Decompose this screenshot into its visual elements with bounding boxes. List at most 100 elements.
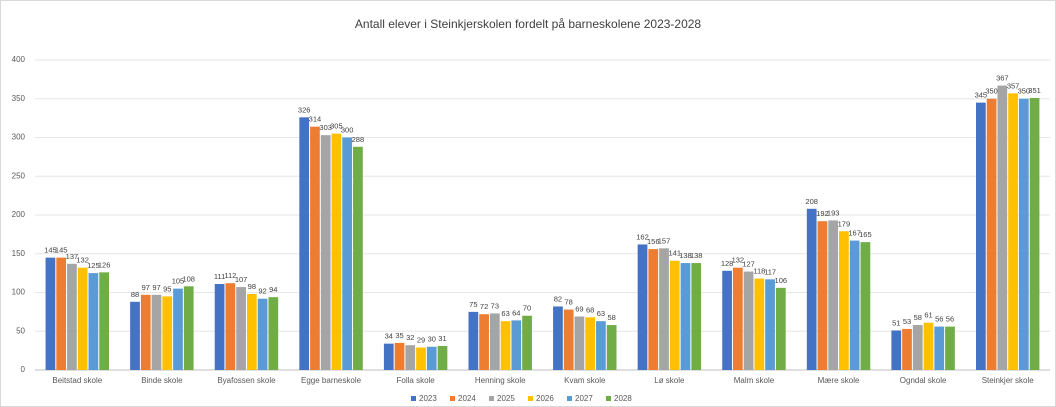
bar	[923, 322, 934, 370]
bar	[997, 85, 1008, 370]
data-label: 112	[224, 271, 236, 280]
bar	[596, 321, 606, 370]
bar	[77, 267, 88, 370]
bar	[394, 342, 405, 370]
data-label: 303	[319, 123, 332, 132]
data-label: 58	[914, 313, 922, 322]
data-label: 75	[469, 300, 477, 309]
legend-swatch	[606, 396, 611, 401]
bar	[902, 328, 912, 370]
bar	[765, 279, 775, 370]
data-label: 30	[428, 335, 436, 344]
data-label: 345	[975, 91, 988, 100]
data-label: 68	[586, 305, 594, 314]
data-label: 69	[575, 305, 583, 314]
bar	[45, 257, 56, 370]
bar	[585, 317, 596, 370]
x-tick-label: Mære skole	[818, 376, 860, 385]
bar	[912, 325, 923, 370]
data-label: 367	[996, 74, 1009, 83]
y-tick-label: 100	[12, 288, 26, 297]
data-label: 125	[87, 261, 100, 270]
data-label: 145	[44, 246, 57, 255]
bar	[553, 306, 563, 370]
data-label: 145	[55, 246, 68, 255]
bar	[67, 263, 77, 370]
data-label: 53	[903, 317, 911, 326]
data-label: 97	[152, 283, 160, 292]
data-label: 92	[258, 287, 266, 296]
data-label: 94	[269, 285, 277, 294]
bar	[479, 314, 489, 370]
data-label: 137	[66, 252, 79, 261]
bar	[860, 242, 871, 370]
bar	[722, 270, 732, 370]
y-tick-label: 400	[12, 55, 26, 64]
bar	[1029, 97, 1040, 370]
data-label: 138	[690, 251, 703, 260]
chart-title: Antall elever i Steinkjerskolen fordelt …	[355, 17, 702, 31]
data-label: 300	[341, 125, 354, 134]
bar	[173, 288, 183, 370]
bar	[1008, 93, 1018, 370]
bar	[828, 220, 839, 370]
bar	[975, 102, 986, 370]
legend-swatch	[528, 396, 533, 401]
data-label: 95	[163, 284, 171, 293]
data-label: 29	[417, 336, 425, 345]
data-label: 73	[491, 301, 499, 310]
data-label: 72	[480, 302, 488, 311]
data-label: 61	[924, 311, 932, 320]
bar	[383, 343, 394, 370]
bar	[754, 278, 765, 370]
bar	[1018, 98, 1029, 370]
bar	[574, 316, 585, 370]
x-tick-label: Folla skole	[397, 376, 436, 385]
data-label: 56	[946, 315, 954, 324]
bar	[732, 267, 743, 370]
x-tick-label: Steinkjer skole	[982, 376, 1035, 385]
x-tick-label: Kvam skole	[564, 376, 606, 385]
data-label: 88	[131, 290, 139, 299]
bar	[214, 283, 225, 370]
bar	[299, 117, 310, 370]
bar	[522, 315, 532, 370]
bar	[680, 263, 691, 370]
bar	[500, 321, 511, 370]
y-tick-label: 200	[12, 210, 26, 219]
data-label: 78	[565, 298, 573, 307]
bar	[331, 133, 342, 370]
data-label: 288	[352, 135, 365, 144]
data-label: 162	[636, 232, 649, 241]
data-label: 82	[554, 294, 562, 303]
x-tick-label: Lø skole	[654, 376, 685, 385]
data-label: 156	[647, 237, 660, 246]
data-label: 193	[827, 208, 840, 217]
bar	[986, 98, 997, 370]
y-tick-label: 150	[12, 249, 26, 258]
legend-swatch	[411, 396, 416, 401]
bar	[99, 272, 110, 370]
bar	[934, 326, 945, 370]
bar	[511, 320, 522, 370]
legend-label: 2028	[614, 394, 632, 403]
bar	[659, 248, 669, 370]
legend-label: 2026	[536, 394, 554, 403]
data-label: 128	[721, 259, 734, 268]
data-label: 117	[764, 267, 776, 276]
data-label: 350	[985, 87, 998, 96]
data-label: 97	[142, 283, 150, 292]
data-label: 63	[597, 309, 605, 318]
bar	[806, 208, 817, 370]
bar	[437, 345, 448, 370]
data-label: 208	[805, 197, 818, 206]
x-tick-label: Binde skole	[141, 376, 183, 385]
data-label: 58	[607, 313, 615, 322]
data-label: 132	[76, 256, 89, 265]
x-tick-label: Byafossen skole	[217, 376, 276, 385]
data-label: 351	[1028, 86, 1041, 95]
data-label: 132	[732, 256, 745, 265]
legend-label: 2023	[419, 394, 437, 403]
data-label: 127	[742, 260, 755, 269]
